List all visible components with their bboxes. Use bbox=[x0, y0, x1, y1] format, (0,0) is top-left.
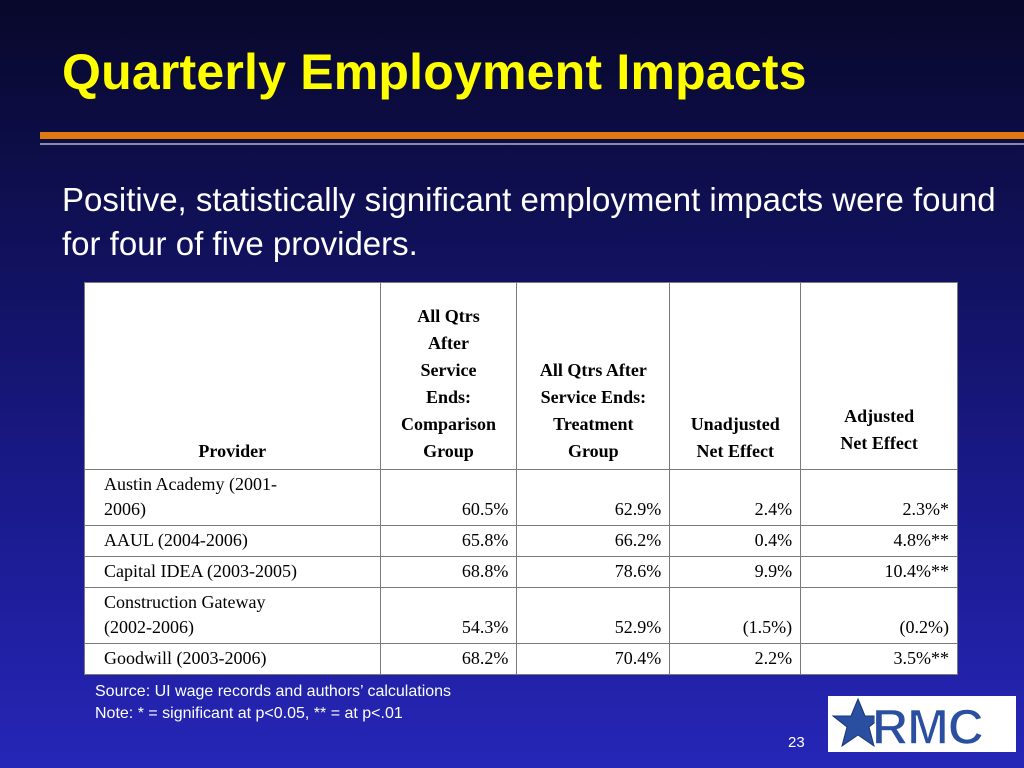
adjusted-value: (0.2%) bbox=[800, 587, 958, 644]
slide-title: Quarterly Employment Impacts bbox=[62, 44, 807, 100]
header-line: Comparison bbox=[400, 414, 496, 434]
header-line: Treatment bbox=[553, 414, 634, 434]
header-line: All Qtrs bbox=[417, 306, 480, 326]
comparison-value: 60.5% bbox=[379, 469, 518, 526]
provider-name-line: 2006) bbox=[104, 499, 146, 519]
unadjusted-value: 9.9% bbox=[669, 556, 802, 588]
header-line: Adjusted bbox=[844, 406, 915, 426]
header-line: Group bbox=[423, 441, 474, 461]
table-row: Austin Academy (2001- 2006) 60.5% 62.9% … bbox=[84, 469, 958, 526]
treatment-value: 62.9% bbox=[516, 469, 671, 526]
adjusted-value: 10.4%** bbox=[800, 556, 958, 588]
header-line: Net Effect bbox=[840, 433, 918, 453]
accent-rule bbox=[40, 132, 1024, 139]
page-number: 23 bbox=[788, 734, 805, 751]
header-line: Unadjusted bbox=[690, 414, 780, 434]
adjusted-value: 4.8%** bbox=[800, 525, 958, 557]
provider-cell: Goodwill (2003-2006) bbox=[84, 643, 381, 675]
provider-name-line: Capital IDEA (2003-2005) bbox=[104, 561, 297, 581]
comparison-value: 54.3% bbox=[379, 587, 518, 644]
treatment-value: 52.9% bbox=[516, 587, 671, 644]
star-icon bbox=[831, 697, 885, 748]
rmc-logo-graphic: RMC bbox=[831, 697, 985, 752]
impacts-table: Provider All Qtrs After Service Ends: Co… bbox=[84, 282, 958, 675]
unadjusted-value: 0.4% bbox=[669, 525, 802, 557]
adjusted-value: 3.5%** bbox=[800, 643, 958, 675]
header-line: Provider bbox=[198, 441, 267, 461]
comparison-value: 65.8% bbox=[379, 525, 518, 557]
rmc-logo: RMC bbox=[828, 696, 1016, 752]
table-header-row: Provider All Qtrs After Service Ends: Co… bbox=[84, 282, 958, 470]
header-line: Ends: bbox=[425, 387, 471, 407]
header-line: All Qtrs After bbox=[539, 360, 647, 380]
provider-cell: Construction Gateway (2002-2006) bbox=[84, 587, 381, 644]
logo-text: RMC bbox=[872, 699, 983, 752]
intro-text: Positive, statistically significant empl… bbox=[62, 181, 996, 262]
comparison-value: 68.8% bbox=[379, 556, 518, 588]
significance-note: Note: * = significant at p<0.05, ** = at… bbox=[95, 705, 403, 722]
provider-name-line: Austin Academy (2001- bbox=[104, 474, 277, 494]
header-line: Group bbox=[567, 441, 619, 461]
header-line: Service bbox=[420, 360, 477, 380]
provider-cell: Austin Academy (2001- 2006) bbox=[84, 469, 381, 526]
header-provider: Provider bbox=[84, 282, 381, 470]
table-row: Capital IDEA (2003-2005) 68.8% 78.6% 9.9… bbox=[84, 556, 958, 588]
unadjusted-value: 2.2% bbox=[669, 643, 802, 675]
header-comparison-group: All Qtrs After Service Ends: Comparison … bbox=[379, 282, 518, 470]
table-row: Construction Gateway (2002-2006) 54.3% 5… bbox=[84, 587, 958, 644]
comparison-value: 68.2% bbox=[379, 643, 518, 675]
treatment-value: 70.4% bbox=[516, 643, 671, 675]
provider-name-line: Construction Gateway bbox=[104, 592, 266, 612]
unadjusted-value: (1.5%) bbox=[669, 587, 802, 644]
treatment-value: 78.6% bbox=[516, 556, 671, 588]
treatment-value: 66.2% bbox=[516, 525, 671, 557]
header-line: After bbox=[427, 333, 469, 353]
provider-name-line: (2002-2006) bbox=[104, 617, 194, 637]
divider-line bbox=[40, 143, 1024, 145]
table-row: AAUL (2004-2006) 65.8% 66.2% 0.4% 4.8%** bbox=[84, 525, 958, 557]
provider-name-line: AAUL (2004-2006) bbox=[104, 530, 248, 550]
unadjusted-value: 2.4% bbox=[669, 469, 802, 526]
table-row: Goodwill (2003-2006) 68.2% 70.4% 2.2% 3.… bbox=[84, 643, 958, 675]
header-line: Service Ends: bbox=[540, 387, 647, 407]
adjusted-value: 2.3%* bbox=[800, 469, 958, 526]
provider-cell: Capital IDEA (2003-2005) bbox=[84, 556, 381, 588]
header-adjusted-net-effect: Adjusted Net Effect bbox=[800, 282, 958, 470]
header-unadjusted-net-effect: Unadjusted Net Effect bbox=[669, 282, 802, 470]
provider-cell: AAUL (2004-2006) bbox=[84, 525, 381, 557]
header-line: Net Effect bbox=[696, 441, 774, 461]
provider-name-line: Goodwill (2003-2006) bbox=[104, 648, 267, 668]
source-note: Source: UI wage records and authors’ cal… bbox=[95, 683, 452, 700]
header-treatment-group: All Qtrs After Service Ends: Treatment G… bbox=[516, 282, 671, 470]
